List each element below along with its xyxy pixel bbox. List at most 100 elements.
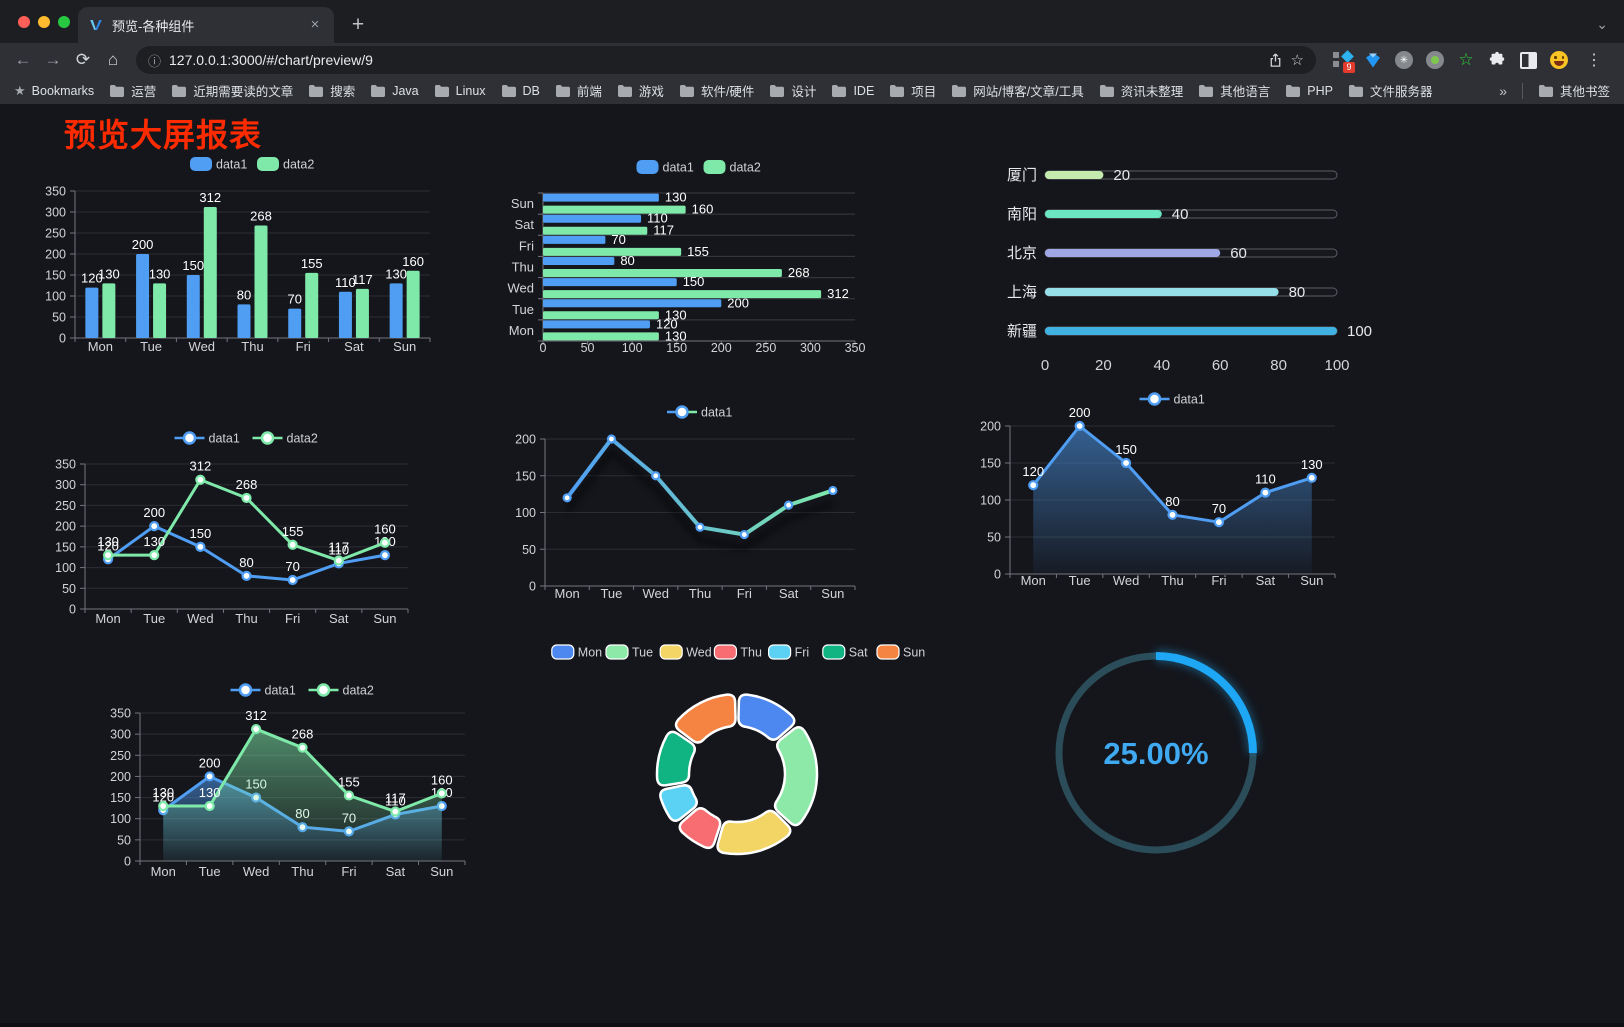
url-text[interactable]: 127.0.0.1:3000/#/chart/preview/9 xyxy=(169,52,373,68)
green-star-extension-icon[interactable]: ☆ xyxy=(1458,50,1474,69)
svg-text:200: 200 xyxy=(110,770,131,784)
new-tab-button[interactable]: + xyxy=(351,13,365,36)
bookmark-folder-label: 文件服务器 xyxy=(1369,85,1433,99)
chart-canvas[interactable]: 25.00% xyxy=(1040,639,1280,884)
chart-grouped-bar[interactable]: 0 50 100 150 200 250 300 350 Mon Tue Wed Thu Fri Sat S… xyxy=(30,151,470,416)
chart-multi-line[interactable]: 0 50 100 150 200 250 300 350 Mon Tue Wed Thu Fri Sat S… xyxy=(40,424,470,664)
zoom-window-button[interactable] xyxy=(58,16,70,28)
svg-text:25.00%: 25.00% xyxy=(1103,736,1208,771)
other-bookmarks[interactable]: 其他书签 xyxy=(1538,81,1610,100)
chart-progress-bar[interactable]: 厦门 20 南阳 40 北京 60 上海 80 新疆 100 0 20 40 60 80 100 xyxy=(980,144,1410,414)
bookmark-folder[interactable]: 资讯未整理 xyxy=(1099,81,1183,100)
svg-text:80: 80 xyxy=(1165,494,1179,509)
svg-text:110: 110 xyxy=(647,211,668,226)
svg-text:Sat: Sat xyxy=(514,217,534,232)
bookmark-folder[interactable]: 游戏 xyxy=(617,81,664,100)
emoji-extension-icon[interactable] xyxy=(1549,50,1569,70)
address-bar[interactable]: ⓘ 127.0.0.1:3000/#/chart/preview/9 ☆ xyxy=(136,46,1316,74)
svg-text:0: 0 xyxy=(1041,357,1049,374)
svg-text:200: 200 xyxy=(45,248,66,262)
svg-text:Wed: Wed xyxy=(1113,573,1140,588)
bookmark-folder[interactable]: 前端 xyxy=(555,81,602,100)
svg-text:Sun: Sun xyxy=(430,864,453,879)
svg-text:150: 150 xyxy=(55,540,76,554)
bookmark-folder[interactable]: 网站/博客/文章/工具 xyxy=(951,81,1084,100)
tab-search-chevron-icon[interactable]: ⌄ xyxy=(1596,16,1608,32)
bookmark-folder-label: 游戏 xyxy=(638,85,664,99)
bookmarks-overflow-chevron[interactable]: » xyxy=(1499,82,1507,99)
chart-canvas[interactable]: 0 50 100 150 200 250 300 350 Mon Tue Wed Thu Fri Sat S… xyxy=(100,674,520,919)
forward-button[interactable]: → xyxy=(44,50,62,69)
chart-canvas[interactable]: 0 50 100 150 200 250 300 350 Mon Tue Wed Thu Fri Sat S… xyxy=(30,151,470,416)
folder-icon xyxy=(1199,84,1214,97)
bookmarks-manager[interactable]: ★ Bookmarks xyxy=(14,83,94,99)
svg-text:117: 117 xyxy=(328,540,349,555)
chart-canvas[interactable]: 0 50 100 150 200 Mon Tue Wed Thu Fri Sat Sun data1 xyxy=(500,404,900,629)
back-button[interactable]: ← xyxy=(14,50,32,69)
bookmark-folder[interactable]: 搜索 xyxy=(308,81,355,100)
chart-ring-progress[interactable]: 25.00% xyxy=(1040,639,1280,884)
svg-text:155: 155 xyxy=(338,774,360,789)
svg-text:70: 70 xyxy=(1212,501,1226,516)
svg-text:70: 70 xyxy=(611,232,625,247)
bookmark-folder[interactable]: PHP xyxy=(1285,84,1333,98)
gem-extension-icon[interactable] xyxy=(1363,50,1383,70)
svg-text:Mon: Mon xyxy=(578,646,602,660)
chart-canvas[interactable]: Mon Tue Wed Thu Fri Sat Sun xyxy=(530,639,950,904)
folder-icon xyxy=(952,84,967,97)
extensions-bar: 9 ✳ ☆ ⋮ xyxy=(1324,50,1616,73)
bookmark-folder-label: 运营 xyxy=(131,85,157,99)
bookmark-folder[interactable]: 设计 xyxy=(769,81,816,100)
home-button[interactable]: ⌂ xyxy=(107,50,119,69)
bookmark-folder[interactable]: 软件/硬件 xyxy=(679,81,754,100)
bookmark-folder[interactable]: 文件服务器 xyxy=(1348,81,1433,100)
bookmark-folder[interactable]: 其他语言 xyxy=(1198,81,1270,100)
share-icon[interactable] xyxy=(1268,52,1283,68)
chart-horizontal-bar[interactable]: 0 50 100 150 200 250 300 350 Sun Sat Fri Thu Wed Tue M… xyxy=(500,151,900,416)
svg-text:110: 110 xyxy=(335,275,356,290)
svg-text:150: 150 xyxy=(45,269,66,283)
bookmark-folder[interactable]: 运营 xyxy=(109,81,156,100)
chart-area-line[interactable]: 0 50 100 150 200 Mon Tue Wed Thu Fri Sat Sun 120 200 1… xyxy=(970,389,1400,611)
bookmark-folder[interactable]: 近期需要读的文章 xyxy=(171,81,293,100)
dark-mode-extension-icon[interactable] xyxy=(1518,50,1538,70)
svg-text:120: 120 xyxy=(656,316,678,331)
svg-text:0: 0 xyxy=(540,341,547,355)
puzzle-extensions-icon[interactable] xyxy=(1487,50,1507,70)
svg-text:Fri: Fri xyxy=(285,611,300,626)
chart-canvas[interactable]: 0 50 100 150 200 Mon Tue Wed Thu Fri Sat Sun 120 200 1… xyxy=(970,389,1400,611)
bookmark-folder[interactable]: IDE xyxy=(831,84,874,98)
chart-canvas[interactable]: 厦门 20 南阳 40 北京 60 上海 80 新疆 100 0 20 40 60 80 100 xyxy=(980,144,1410,414)
svg-text:Sat: Sat xyxy=(849,646,868,660)
bookmark-folder[interactable]: Linux xyxy=(434,84,486,98)
record-circle-extension-icon[interactable] xyxy=(1425,50,1445,70)
bookmark-folder[interactable]: Java xyxy=(370,84,419,98)
other-bookmarks-label: 其他书签 xyxy=(1559,85,1610,99)
reload-button[interactable]: ⟳ xyxy=(75,50,91,69)
svg-text:312: 312 xyxy=(827,286,849,301)
chart-canvas[interactable]: 0 50 100 150 200 250 300 350 Mon Tue Wed Thu Fri Sat S… xyxy=(40,424,470,664)
svg-text:data2: data2 xyxy=(283,158,314,172)
bookmark-folder[interactable]: DB xyxy=(501,84,540,98)
chart-gradient-line[interactable]: 0 50 100 150 200 Mon Tue Wed Thu Fri Sat Sun data1 xyxy=(500,404,900,629)
close-window-button[interactable] xyxy=(18,16,30,28)
site-info-icon[interactable]: ⓘ xyxy=(148,53,162,69)
bookmark-folder[interactable]: 项目 xyxy=(889,81,936,100)
chart-doughnut[interactable]: Mon Tue Wed Thu Fri Sat Sun xyxy=(530,639,950,904)
proxy-extension-icon[interactable]: 9 xyxy=(1332,50,1355,73)
browser-menu-icon[interactable]: ⋮ xyxy=(1586,52,1602,69)
svg-text:Wed: Wed xyxy=(686,646,712,660)
chart-canvas[interactable]: 0 50 100 150 200 250 300 350 Sun Sat Fri Thu Wed Tue M… xyxy=(500,151,900,416)
svg-text:160: 160 xyxy=(374,522,396,537)
svg-text:Thu: Thu xyxy=(512,260,534,275)
minimize-window-button[interactable] xyxy=(38,16,50,28)
svg-text:Wed: Wed xyxy=(243,864,269,879)
tab-close-icon[interactable]: × xyxy=(310,16,320,33)
svg-text:40: 40 xyxy=(1172,206,1189,223)
svg-text:300: 300 xyxy=(800,341,821,355)
chart-multi-area-line[interactable]: 0 50 100 150 200 250 300 350 Mon Tue Wed Thu Fri Sat S… xyxy=(100,674,520,919)
command-circle-extension-icon[interactable]: ✳ xyxy=(1394,50,1414,70)
svg-text:150: 150 xyxy=(182,258,204,273)
bookmark-star-icon[interactable]: ☆ xyxy=(1290,52,1304,69)
browser-tab-active[interactable]: 预览-各种组件 × xyxy=(78,7,334,43)
